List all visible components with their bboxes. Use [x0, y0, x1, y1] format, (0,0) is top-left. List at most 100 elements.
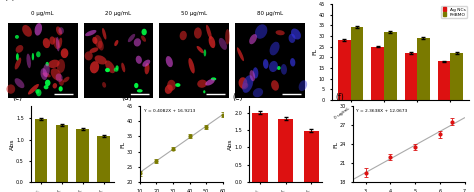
- Bar: [450, 53, 463, 100]
- Ellipse shape: [15, 35, 19, 39]
- Bar: [351, 27, 363, 100]
- Ellipse shape: [116, 65, 118, 70]
- Ellipse shape: [128, 34, 135, 42]
- Bar: [35, 119, 47, 182]
- Ellipse shape: [241, 83, 248, 89]
- Ellipse shape: [51, 68, 61, 80]
- Ellipse shape: [197, 46, 204, 53]
- Ellipse shape: [27, 54, 31, 68]
- Ellipse shape: [145, 63, 149, 74]
- Ellipse shape: [211, 77, 216, 80]
- Ellipse shape: [142, 60, 150, 67]
- Ellipse shape: [291, 29, 301, 40]
- Ellipse shape: [141, 36, 146, 42]
- Ellipse shape: [180, 31, 187, 40]
- Ellipse shape: [22, 25, 32, 37]
- Ellipse shape: [53, 37, 60, 49]
- Bar: [404, 53, 417, 100]
- Bar: [55, 125, 68, 182]
- Bar: [371, 46, 384, 100]
- Ellipse shape: [36, 89, 41, 96]
- Y-axis label: FL: FL: [120, 140, 125, 148]
- Ellipse shape: [43, 64, 50, 77]
- Ellipse shape: [188, 58, 195, 74]
- Ellipse shape: [242, 75, 253, 93]
- Bar: [83, 23, 154, 98]
- Ellipse shape: [16, 45, 23, 53]
- Text: (f): (f): [335, 93, 344, 102]
- Ellipse shape: [32, 53, 34, 60]
- Ellipse shape: [95, 55, 107, 65]
- Ellipse shape: [90, 61, 99, 73]
- Ellipse shape: [15, 58, 21, 70]
- Ellipse shape: [271, 80, 279, 91]
- Ellipse shape: [56, 26, 62, 36]
- Ellipse shape: [209, 36, 215, 48]
- Ellipse shape: [134, 83, 138, 88]
- Ellipse shape: [121, 63, 125, 72]
- Ellipse shape: [203, 90, 205, 93]
- Ellipse shape: [49, 36, 55, 45]
- Ellipse shape: [142, 29, 147, 35]
- Ellipse shape: [90, 47, 99, 53]
- Ellipse shape: [16, 53, 19, 60]
- Text: (d): (d): [121, 93, 132, 102]
- Text: 20 μg/mL: 20 μg/mL: [105, 11, 132, 16]
- Text: 50 μg/mL: 50 μg/mL: [181, 11, 208, 16]
- Ellipse shape: [225, 29, 230, 45]
- Text: (a): (a): [5, 0, 16, 2]
- Bar: [159, 23, 229, 98]
- Text: 0 μg/mL: 0 μg/mL: [31, 11, 54, 16]
- Ellipse shape: [134, 38, 141, 46]
- Ellipse shape: [59, 79, 64, 86]
- Bar: [417, 38, 430, 100]
- Ellipse shape: [206, 25, 212, 39]
- Ellipse shape: [114, 40, 118, 46]
- Bar: [8, 23, 78, 98]
- Ellipse shape: [205, 79, 215, 86]
- Ellipse shape: [58, 27, 64, 34]
- Y-axis label: Abs: Abs: [228, 138, 233, 150]
- Ellipse shape: [63, 77, 70, 82]
- Ellipse shape: [204, 49, 206, 56]
- Ellipse shape: [165, 84, 173, 94]
- Text: Y = 2.3638X + 12.0673: Y = 2.3638X + 12.0673: [356, 109, 408, 113]
- Ellipse shape: [299, 80, 307, 91]
- Bar: [303, 131, 319, 182]
- Bar: [384, 31, 397, 100]
- Ellipse shape: [45, 80, 50, 86]
- Ellipse shape: [35, 23, 42, 36]
- Ellipse shape: [275, 30, 285, 35]
- Text: (e): (e): [233, 93, 243, 102]
- Ellipse shape: [237, 47, 244, 61]
- Ellipse shape: [43, 38, 50, 48]
- Y-axis label: Abs: Abs: [10, 138, 15, 150]
- Y-axis label: FL: FL: [334, 140, 338, 148]
- Y-axis label: FL: FL: [312, 48, 317, 55]
- Ellipse shape: [28, 84, 39, 94]
- Ellipse shape: [46, 62, 49, 66]
- Ellipse shape: [270, 42, 280, 55]
- Ellipse shape: [94, 35, 102, 49]
- Ellipse shape: [61, 48, 68, 58]
- Ellipse shape: [58, 38, 62, 48]
- Ellipse shape: [35, 89, 39, 94]
- Ellipse shape: [85, 30, 96, 36]
- Ellipse shape: [166, 56, 173, 67]
- Ellipse shape: [92, 37, 98, 44]
- Ellipse shape: [238, 77, 247, 89]
- Bar: [235, 23, 305, 98]
- Ellipse shape: [85, 51, 93, 60]
- Text: Y = 0.4082X + 16.9213: Y = 0.4082X + 16.9213: [144, 109, 195, 113]
- Bar: [278, 119, 293, 182]
- Ellipse shape: [167, 80, 176, 91]
- Ellipse shape: [197, 80, 207, 88]
- Ellipse shape: [290, 58, 295, 67]
- Ellipse shape: [289, 34, 295, 43]
- Ellipse shape: [59, 86, 63, 91]
- Ellipse shape: [105, 68, 110, 72]
- Ellipse shape: [7, 84, 15, 94]
- Ellipse shape: [105, 60, 115, 73]
- Ellipse shape: [15, 78, 25, 88]
- Ellipse shape: [249, 70, 255, 81]
